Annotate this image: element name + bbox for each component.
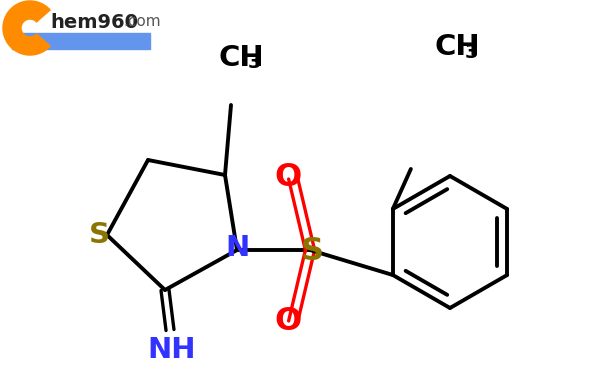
Text: hem960: hem960 — [50, 12, 138, 32]
Text: S: S — [88, 221, 110, 249]
Text: O: O — [275, 306, 302, 338]
Text: 960 化工网: 960 化工网 — [59, 36, 103, 46]
Bar — [12, 33, 150, 49]
Text: 3: 3 — [248, 54, 261, 72]
Text: CH: CH — [435, 33, 480, 61]
Text: 3: 3 — [465, 42, 479, 62]
Text: S: S — [301, 236, 324, 267]
Text: NH: NH — [148, 336, 196, 364]
Text: CH: CH — [218, 44, 264, 72]
Text: N: N — [225, 234, 249, 262]
Text: O: O — [275, 162, 302, 194]
Text: .com: .com — [123, 15, 160, 30]
